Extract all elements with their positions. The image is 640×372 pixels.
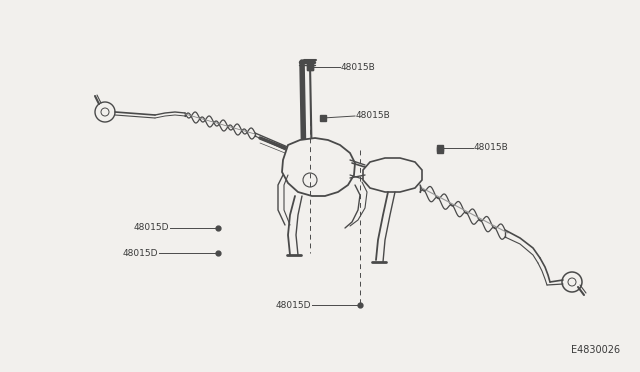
Polygon shape [282, 138, 355, 196]
Text: 48015B: 48015B [341, 62, 376, 71]
Polygon shape [290, 163, 322, 185]
Text: 48015B: 48015B [356, 112, 391, 121]
Polygon shape [363, 158, 422, 192]
Text: 48015D: 48015D [134, 224, 169, 232]
Text: 48015D: 48015D [122, 248, 158, 257]
Text: 48015D: 48015D [275, 301, 311, 310]
Text: 48015B: 48015B [474, 144, 509, 153]
Text: E4830026: E4830026 [571, 345, 620, 355]
